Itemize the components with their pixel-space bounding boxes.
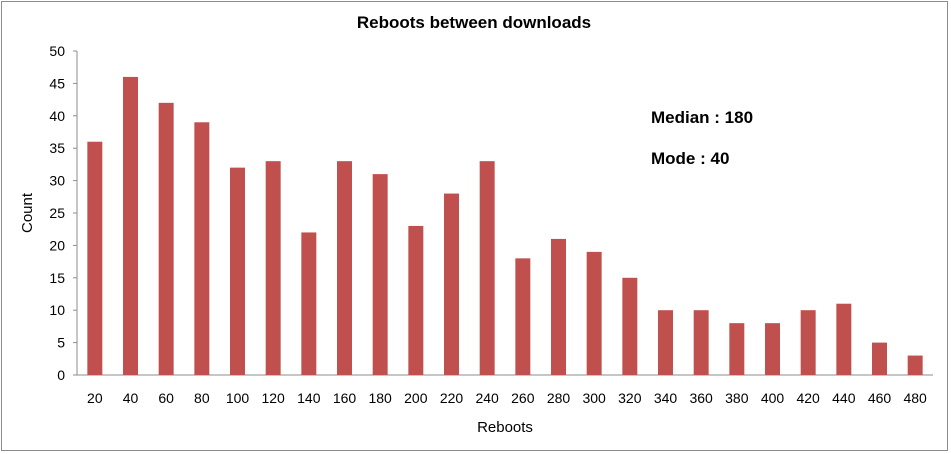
- bar: [907, 355, 923, 375]
- bar: [408, 225, 424, 375]
- x-tick-label: 340: [654, 390, 678, 406]
- bars: [87, 76, 923, 376]
- bar: [693, 310, 709, 375]
- x-tick-labels: 20 40 60 80 100 120 140 160 180 200 220 240 260 280 30…: [87, 390, 927, 406]
- bar: [515, 258, 531, 375]
- bar: [622, 277, 638, 375]
- x-tick-label: 460: [868, 390, 892, 406]
- x-tick-label: 420: [796, 390, 820, 406]
- y-tick-label: 50: [49, 43, 65, 59]
- bar: [586, 251, 602, 375]
- x-tick-label: 160: [333, 390, 357, 406]
- y-tick-label: 10: [49, 302, 65, 318]
- y-tick-label: 15: [49, 270, 65, 286]
- bar: [836, 303, 852, 375]
- bar: [87, 141, 103, 375]
- x-tick-label: 440: [832, 390, 856, 406]
- x-tick-label: 140: [297, 390, 321, 406]
- chart-title: Reboots between downloads: [357, 13, 591, 32]
- y-tick-labels: 0 5 10 15 20 25 30 35 40 45 50: [49, 43, 77, 383]
- x-tick-label: 20: [87, 390, 103, 406]
- y-tick-label: 25: [49, 205, 65, 221]
- y-tick-label: 30: [49, 173, 65, 189]
- x-tick-label: 240: [475, 390, 499, 406]
- x-tick-label: 120: [261, 390, 285, 406]
- y-axis-label: Count: [19, 192, 36, 233]
- x-tick-label: 100: [226, 390, 250, 406]
- bar: [337, 161, 352, 375]
- x-tick-label: 40: [123, 390, 139, 406]
- y-tick-label: 35: [49, 140, 65, 156]
- x-tick-label: 60: [158, 390, 174, 406]
- bar: [230, 167, 245, 375]
- x-tick-label: 400: [761, 390, 785, 406]
- x-tick-label: 180: [368, 390, 392, 406]
- bar: [872, 342, 887, 375]
- bar: [800, 310, 816, 375]
- bar: [658, 310, 673, 375]
- y-tick-label: 20: [49, 237, 65, 253]
- x-tick-label: 200: [404, 390, 428, 406]
- y-tick-label: 5: [57, 335, 65, 351]
- bar: [729, 323, 745, 375]
- x-tick-label: 480: [903, 390, 927, 406]
- x-tick-label: 320: [618, 390, 642, 406]
- x-axis-label: Reboots: [477, 419, 533, 436]
- median-annotation: Median : 180: [651, 108, 753, 127]
- bar: [265, 161, 281, 375]
- bar: [372, 174, 388, 375]
- bar: [479, 161, 495, 375]
- x-tick-label: 380: [725, 390, 749, 406]
- x-tick-label: 260: [511, 390, 535, 406]
- x-tick-label: 280: [547, 390, 571, 406]
- x-tick-label: 300: [582, 390, 606, 406]
- x-tick-label: 80: [194, 390, 210, 406]
- mode-annotation: Mode : 40: [651, 149, 729, 168]
- bar: [194, 122, 210, 375]
- x-tick-label: 360: [689, 390, 713, 406]
- y-tick-label: 0: [57, 367, 65, 383]
- bar: [444, 193, 459, 375]
- bar: [301, 232, 317, 375]
- bar: [158, 102, 174, 375]
- bar: [551, 238, 566, 375]
- bar: [765, 323, 780, 375]
- y-tick-label: 45: [49, 75, 65, 91]
- bar: [123, 76, 138, 376]
- y-tick-label: 40: [49, 108, 65, 124]
- x-tick-label: 220: [440, 390, 464, 406]
